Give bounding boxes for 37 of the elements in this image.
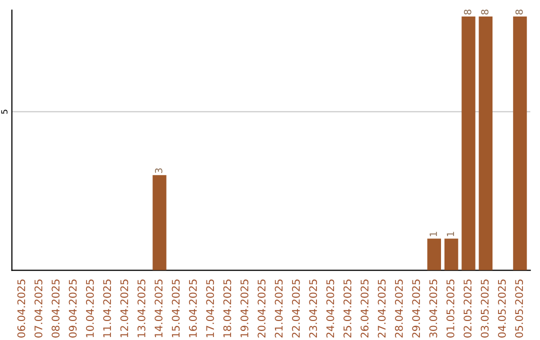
x-tick-label: 24.04.2025 bbox=[326, 280, 334, 338]
data-label: 8 bbox=[464, 10, 472, 14]
x-tick-label: 22.04.2025 bbox=[292, 280, 300, 338]
x-tick-label: 05.05.2025 bbox=[515, 280, 524, 338]
x-tick-label: 03.05.2025 bbox=[480, 280, 489, 338]
data-label: 8 bbox=[515, 10, 523, 14]
x-tick-label: 16.04.2025 bbox=[188, 280, 197, 338]
x-tick-label: 18.04.2025 bbox=[223, 280, 232, 338]
x-tick-label: 12.04.2025 bbox=[120, 280, 128, 338]
data-label: 3 bbox=[154, 168, 162, 174]
x-tick-label: 17.04.2025 bbox=[206, 280, 214, 338]
x-tick-label: 25.04.2025 bbox=[343, 280, 352, 338]
x-tick-label: 20.04.2025 bbox=[258, 280, 266, 338]
x-tick-label: 28.04.2025 bbox=[394, 280, 403, 338]
x-tick-label: 29.04.2025 bbox=[412, 280, 420, 338]
x-tick-label: 21.04.2025 bbox=[274, 280, 283, 338]
x-tick-label: 07.04.2025 bbox=[34, 280, 42, 338]
x-tick-label: 14.04.2025 bbox=[154, 280, 163, 338]
x-tick-label: 26.04.2025 bbox=[360, 280, 369, 338]
x-tick-label: 27.04.2025 bbox=[378, 280, 386, 338]
x-tick-label: 11.04.2025 bbox=[103, 280, 112, 338]
y-tick-label: 5 bbox=[1, 110, 8, 114]
x-tick-label: 04.05.2025 bbox=[498, 280, 506, 338]
x-tick-label: 19.04.2025 bbox=[240, 280, 248, 338]
x-tick-label: 06.04.2025 bbox=[17, 280, 26, 338]
data-label: 1 bbox=[430, 232, 437, 236]
x-tick-label: 02.05.2025 bbox=[464, 280, 472, 338]
data-label: 1 bbox=[446, 232, 454, 236]
x-tick-label: 01.05.2025 bbox=[446, 280, 454, 338]
x-tick-label: 08.04.2025 bbox=[52, 280, 60, 338]
x-tick-label: 13.04.2025 bbox=[137, 280, 146, 338]
x-tick-label: 23.04.2025 bbox=[309, 280, 318, 338]
x-tick-label: 09.04.2025 bbox=[68, 280, 77, 338]
data-label: 8 bbox=[481, 10, 488, 14]
x-tick-label: 15.04.2025 bbox=[172, 280, 180, 338]
x-tick-label: 30.04.2025 bbox=[429, 280, 438, 338]
x-tick-label: 10.04.2025 bbox=[86, 280, 94, 338]
